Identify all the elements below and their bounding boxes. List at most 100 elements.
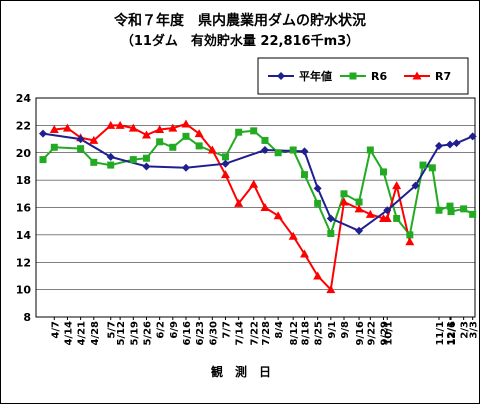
data-point bbox=[182, 132, 190, 140]
data-point bbox=[106, 152, 115, 161]
data-point bbox=[250, 127, 258, 135]
data-point bbox=[142, 162, 151, 171]
data-point bbox=[39, 129, 47, 138]
x-tick-label: 6/16 bbox=[182, 321, 193, 346]
legend-label: 平年値 bbox=[299, 69, 332, 83]
x-tick-label: 6/2 bbox=[156, 321, 167, 339]
data-point bbox=[273, 211, 283, 220]
data-point bbox=[435, 141, 443, 150]
data-point bbox=[355, 198, 363, 206]
data-point bbox=[89, 135, 99, 144]
data-point bbox=[128, 123, 138, 132]
x-tick-label: 4/7 bbox=[50, 321, 61, 339]
chart-title: 令和７年度 県内農業用ダムの貯水状況 bbox=[113, 12, 366, 29]
data-point bbox=[383, 206, 392, 215]
data-point bbox=[115, 120, 125, 129]
data-point bbox=[169, 143, 177, 151]
data-point bbox=[339, 197, 349, 206]
x-tick-label: 9/16 bbox=[355, 321, 366, 346]
legend-swatch-marker bbox=[349, 72, 357, 80]
data-point bbox=[327, 230, 335, 238]
data-point bbox=[326, 214, 335, 223]
data-point bbox=[446, 140, 454, 149]
y-tick-label: 18 bbox=[16, 174, 31, 187]
x-tick-label: 7/7 bbox=[221, 321, 232, 339]
y-tick-label: 14 bbox=[16, 229, 32, 242]
x-tick-label: 5/12 bbox=[116, 321, 127, 346]
data-point bbox=[355, 226, 364, 235]
data-point bbox=[181, 163, 190, 172]
x-tick-label: 3/3 bbox=[469, 321, 479, 339]
data-point bbox=[392, 181, 402, 190]
x-tick-label: 10/1 bbox=[383, 321, 394, 346]
x-tick-label: 7/28 bbox=[261, 321, 272, 346]
data-point bbox=[406, 231, 414, 239]
data-point bbox=[261, 136, 269, 144]
x-tick-label: 9/29 bbox=[379, 321, 390, 346]
y-tick-label: 24 bbox=[16, 92, 32, 105]
data-point bbox=[366, 146, 374, 154]
x-axis-title: 観 測 日 bbox=[211, 364, 271, 379]
data-point bbox=[379, 168, 387, 176]
data-point bbox=[221, 159, 230, 168]
data-point bbox=[447, 208, 455, 216]
data-point bbox=[249, 179, 259, 188]
x-tick-label: 5/26 bbox=[142, 321, 153, 346]
data-point bbox=[234, 198, 244, 207]
x-tick-label: 8/25 bbox=[314, 321, 325, 346]
data-point bbox=[354, 204, 364, 213]
data-point bbox=[411, 181, 420, 190]
data-point bbox=[129, 156, 137, 164]
x-tick-label: 4/28 bbox=[90, 321, 101, 346]
data-point bbox=[141, 130, 151, 139]
x-tick-label: 11/1 bbox=[435, 321, 446, 346]
data-point bbox=[76, 135, 85, 144]
x-tick-label: 8/18 bbox=[300, 321, 311, 346]
legend-swatch-marker bbox=[412, 71, 422, 80]
data-point bbox=[142, 154, 150, 162]
data-point bbox=[235, 128, 243, 136]
y-tick-label: 12 bbox=[16, 256, 31, 269]
data-point bbox=[393, 214, 401, 222]
data-point bbox=[452, 139, 461, 148]
data-point bbox=[326, 285, 336, 294]
x-tick-label: 4/14 bbox=[63, 321, 74, 346]
legend-label: R6 bbox=[371, 70, 387, 83]
data-point bbox=[435, 206, 443, 214]
y-tick-label: 16 bbox=[16, 202, 32, 215]
x-tick-label: 7/22 bbox=[250, 321, 261, 346]
data-point bbox=[469, 210, 477, 218]
x-tick-label: 6/23 bbox=[195, 321, 206, 346]
data-point bbox=[221, 153, 229, 161]
legend-swatch-marker bbox=[277, 72, 285, 80]
data-point bbox=[314, 199, 322, 207]
data-point bbox=[274, 149, 282, 157]
chart-subtitle: （11ダム 有効貯水量 22,816千m3） bbox=[121, 33, 359, 49]
x-tick-label: 12/1 bbox=[446, 321, 457, 346]
legend-label: R7 bbox=[435, 70, 451, 83]
data-point bbox=[49, 124, 59, 133]
data-point bbox=[77, 145, 85, 153]
data-point bbox=[220, 170, 230, 179]
data-point bbox=[468, 132, 477, 141]
x-tick-label: 9/1 bbox=[327, 321, 338, 339]
data-point bbox=[340, 190, 348, 198]
x-tick-label: 2/3 bbox=[460, 321, 471, 339]
data-point bbox=[382, 213, 392, 222]
data-point bbox=[106, 120, 116, 129]
x-tick-label: 8/12 bbox=[289, 321, 300, 346]
data-point bbox=[288, 231, 298, 240]
x-tick-label: 6/30 bbox=[208, 321, 219, 346]
data-point bbox=[365, 209, 375, 218]
data-point bbox=[405, 237, 415, 246]
data-point bbox=[460, 205, 468, 213]
y-tick-label: 22 bbox=[16, 119, 31, 132]
data-point bbox=[289, 146, 297, 154]
x-tick-label: 9/8 bbox=[340, 321, 351, 339]
x-tick-label: 5/7 bbox=[107, 321, 118, 339]
data-point bbox=[39, 156, 47, 164]
x-tick-label: 6/9 bbox=[169, 321, 180, 339]
data-point bbox=[299, 249, 309, 258]
